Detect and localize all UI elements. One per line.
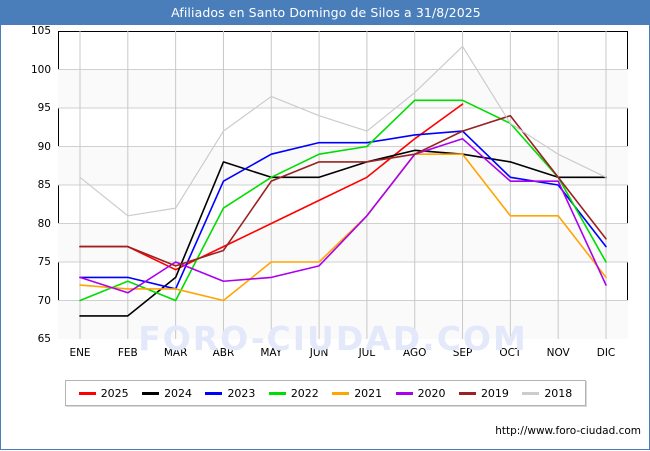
legend-swatch-icon (78, 391, 96, 395)
x-axis-tick: DIC (596, 347, 616, 359)
legend-swatch-icon (205, 391, 223, 395)
legend-label: 2021 (354, 386, 383, 400)
legend-swatch-icon (458, 391, 476, 395)
x-axis-tick: OCT (499, 347, 522, 359)
legend-item-2019[interactable]: 2019 (458, 386, 509, 400)
legend-swatch-icon (332, 391, 350, 395)
x-axis-tick: FEB (117, 347, 138, 359)
legend-label: 2024 (164, 386, 193, 400)
legend-swatch-icon (142, 391, 160, 395)
legend-item-2020[interactable]: 2020 (395, 386, 446, 400)
y-axis-tick: 75 (37, 256, 51, 268)
x-axis-tick: MAR (163, 347, 188, 359)
plot-area (58, 31, 628, 339)
y-axis-tick: 70 (37, 294, 51, 307)
legend-swatch-icon (395, 391, 413, 395)
legend-label: 2019 (480, 386, 509, 400)
x-axis-tick: JUL (358, 347, 376, 359)
x-axis-tick: MAY (260, 347, 283, 359)
legend-label: 2018 (544, 386, 573, 400)
y-axis-tick: 100 (30, 63, 51, 76)
legend-item-2021[interactable]: 2021 (332, 388, 382, 399)
x-axis-tick: JUN (309, 347, 329, 359)
legend-item-2023[interactable]: 2023 (205, 388, 255, 399)
footer-url: http://www.foro-ciudad.com (495, 425, 641, 437)
legend-item-2022[interactable]: 2022 (268, 386, 319, 400)
legend-label: 2025 (100, 386, 129, 400)
y-axis-tick: 80 (37, 217, 51, 230)
x-axis-tick: NOV (546, 347, 570, 359)
y-axis-tick: 85 (37, 179, 51, 191)
chart-svg (58, 31, 628, 339)
legend-swatch-icon (268, 391, 286, 395)
legend-label: 2022 (290, 386, 319, 400)
x-axis-tick: ABR (212, 347, 235, 359)
x-axis-tick: ENE (69, 347, 91, 359)
legend-swatch-icon (522, 391, 540, 395)
y-axis-tick: 65 (37, 333, 51, 345)
chart-legend[interactable]: 2025 2024 2023 2022 2021 2020 2019 2018 (65, 380, 586, 406)
legend-item-2018[interactable]: 2018 (522, 388, 572, 399)
legend-item-2024[interactable]: 2024 (142, 388, 192, 399)
y-axis-tick: 95 (37, 102, 51, 114)
y-axis-tick: 105 (30, 25, 51, 37)
x-axis-tick: AGO (403, 347, 427, 359)
legend-label: 2020 (417, 386, 446, 400)
page-title: Afiliados en Santo Domingo de Silos a 31… (1, 1, 650, 25)
x-axis-tick: SEP (452, 347, 473, 359)
legend-label: 2023 (227, 386, 256, 400)
y-axis-tick: 90 (37, 140, 51, 153)
legend-item-2025[interactable]: 2025 (78, 386, 129, 400)
